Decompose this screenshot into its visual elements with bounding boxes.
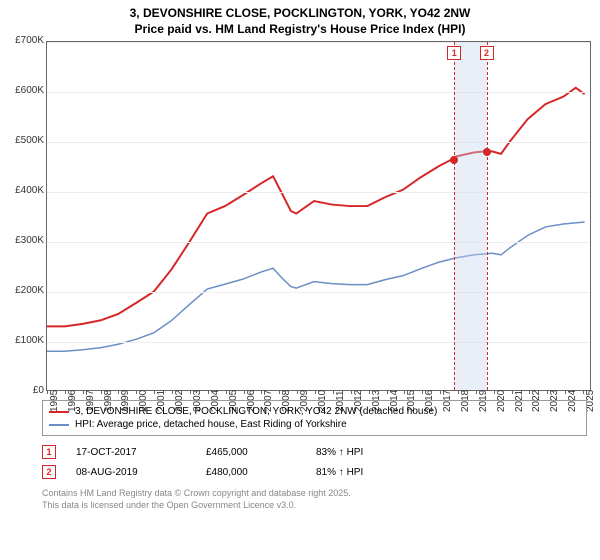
chart-container: 3, DEVONSHIRE CLOSE, POCKLINGTON, YORK, … bbox=[0, 0, 600, 560]
sale-row: 1 17-OCT-2017 £465,000 83% ↑ HPI bbox=[42, 442, 587, 462]
footer-line1: Contains HM Land Registry data © Crown c… bbox=[42, 488, 587, 500]
title-block: 3, DEVONSHIRE CLOSE, POCKLINGTON, YORK, … bbox=[4, 4, 596, 41]
legend-row: HPI: Average price, detached house, East… bbox=[49, 418, 580, 431]
y-axis-label: £700K bbox=[6, 35, 44, 46]
sale-hpi: 81% ↑ HPI bbox=[316, 467, 363, 478]
sale-date: 08-AUG-2019 bbox=[76, 467, 186, 478]
sale-index-box: 1 bbox=[42, 445, 56, 459]
sale-date: 17-OCT-2017 bbox=[76, 447, 186, 458]
chart-marker-box: 1 bbox=[447, 46, 461, 60]
y-axis-label: £200K bbox=[6, 285, 44, 296]
sale-point bbox=[483, 148, 491, 156]
legend-swatch bbox=[49, 424, 69, 426]
legend-info-block: 3, DEVONSHIRE CLOSE, POCKLINGTON, YORK, … bbox=[42, 400, 587, 511]
title-line2: Price paid vs. HM Land Registry's House … bbox=[4, 22, 596, 38]
sales-block: 1 17-OCT-2017 £465,000 83% ↑ HPI 2 08-AUG-201… bbox=[42, 442, 587, 482]
sale-row: 2 08-AUG-2019 £480,000 81% ↑ HPI bbox=[42, 462, 587, 482]
sale-point bbox=[450, 156, 458, 164]
footer: Contains HM Land Registry data © Crown c… bbox=[42, 488, 587, 511]
line-svg bbox=[47, 42, 590, 390]
y-axis-label: £100K bbox=[6, 335, 44, 346]
y-axis-label: £600K bbox=[6, 85, 44, 96]
legend-label: 3, DEVONSHIRE CLOSE, POCKLINGTON, YORK, … bbox=[75, 406, 437, 417]
legend-label: HPI: Average price, detached house, East… bbox=[75, 419, 347, 430]
sale-price: £465,000 bbox=[206, 447, 296, 458]
y-axis-label: £400K bbox=[6, 185, 44, 196]
chart-area: 12 £0£100K£200K£300K£400K£500K£600K£700K… bbox=[6, 41, 596, 421]
y-axis-label: £500K bbox=[6, 135, 44, 146]
y-axis-label: £0 bbox=[6, 385, 44, 396]
sale-price: £480,000 bbox=[206, 467, 296, 478]
legend-swatch bbox=[49, 411, 69, 413]
sale-index-box: 2 bbox=[42, 465, 56, 479]
series-line bbox=[47, 88, 585, 327]
chart-marker-box: 2 bbox=[480, 46, 494, 60]
footer-line2: This data is licensed under the Open Gov… bbox=[42, 500, 587, 512]
plot-region: 12 bbox=[46, 41, 591, 391]
sale-hpi: 83% ↑ HPI bbox=[316, 447, 363, 458]
title-line1: 3, DEVONSHIRE CLOSE, POCKLINGTON, YORK, … bbox=[4, 6, 596, 22]
legend-box: 3, DEVONSHIRE CLOSE, POCKLINGTON, YORK, … bbox=[42, 400, 587, 436]
y-axis-label: £300K bbox=[6, 235, 44, 246]
legend-row: 3, DEVONSHIRE CLOSE, POCKLINGTON, YORK, … bbox=[49, 405, 580, 418]
